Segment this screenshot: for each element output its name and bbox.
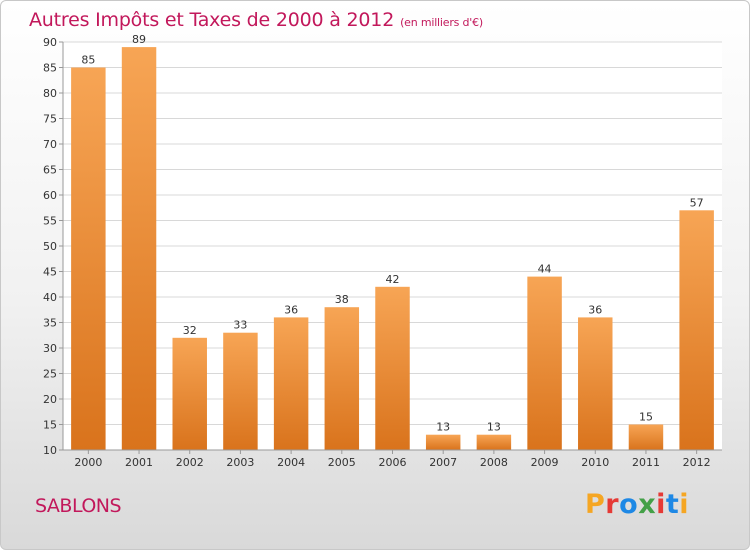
bar-2000 <box>71 68 105 451</box>
bar-2009 <box>527 277 561 450</box>
logo-letter: P <box>585 489 605 520</box>
y-tick-label: 10 <box>43 444 57 457</box>
x-tick-label-2012: 2012 <box>683 456 711 469</box>
y-tick-label: 90 <box>43 36 57 49</box>
bar-value-label-2007: 13 <box>436 421 450 434</box>
logo-letter: t <box>666 489 679 520</box>
bar-2011 <box>629 425 663 451</box>
bar-value-label-2000: 85 <box>81 54 95 67</box>
x-tick-label-2011: 2011 <box>632 456 660 469</box>
bar-2012 <box>679 210 713 450</box>
commune-name: SABLONS <box>35 495 121 517</box>
bar-value-label-2010: 36 <box>588 303 602 316</box>
bar-2004 <box>274 317 308 450</box>
bar-value-label-2008: 13 <box>487 421 501 434</box>
bar-value-label-2012: 57 <box>690 196 704 209</box>
y-tick-label: 65 <box>43 164 57 177</box>
y-tick-label: 15 <box>43 419 57 432</box>
logo-letter: r <box>605 489 619 520</box>
y-tick-label: 80 <box>43 87 57 100</box>
x-tick-label-2009: 2009 <box>531 456 559 469</box>
y-tick-label: 20 <box>43 393 57 406</box>
bar-value-label-2005: 38 <box>335 293 349 306</box>
y-tick-label: 70 <box>43 138 57 151</box>
x-tick-label-2010: 2010 <box>581 456 609 469</box>
x-tick-label-2008: 2008 <box>480 456 508 469</box>
y-tick-label: 55 <box>43 215 57 228</box>
y-tick-label: 60 <box>43 189 57 202</box>
x-tick-label-2007: 2007 <box>429 456 457 469</box>
bar-2008 <box>477 435 511 450</box>
y-tick-label: 85 <box>43 62 57 75</box>
x-tick-label-2004: 2004 <box>277 456 305 469</box>
bar-value-label-2003: 33 <box>233 319 247 332</box>
y-tick-label: 30 <box>43 342 57 355</box>
x-axis-ticks: 2000 2001 2002 2003 2004 2005 2006 2007 2008 2009… <box>74 450 710 469</box>
y-tick-label: 45 <box>43 266 57 279</box>
x-tick-label-2000: 2000 <box>74 456 102 469</box>
y-tick-label: 75 <box>43 113 57 126</box>
logo-letter: i <box>656 489 666 520</box>
y-tick-label: 35 <box>43 317 57 330</box>
x-tick-label-2002: 2002 <box>176 456 204 469</box>
bar-value-label-2001: 89 <box>132 33 146 46</box>
bar-value-label-2002: 32 <box>183 324 197 337</box>
bar-2010 <box>578 317 612 450</box>
logo-letter: o <box>619 489 638 520</box>
logo-letter: x <box>638 489 656 520</box>
logo-letter: i <box>679 489 689 520</box>
y-tick-label: 25 <box>43 368 57 381</box>
bar-2003 <box>223 333 257 450</box>
bar-2005 <box>325 307 359 450</box>
bar-value-label-2011: 15 <box>639 411 653 424</box>
y-tick-label: 40 <box>43 291 57 304</box>
y-axis-ticks: 10 15 20 25 30 35 40 45 50 55 60 65 70 75 80 85 90 <box>43 36 63 457</box>
x-tick-label-2003: 2003 <box>226 456 254 469</box>
x-tick-label-2006: 2006 <box>379 456 407 469</box>
bar-value-label-2004: 36 <box>284 303 298 316</box>
bar-2007 <box>426 435 460 450</box>
bar-value-label-2006: 42 <box>386 273 400 286</box>
y-tick-label: 50 <box>43 240 57 253</box>
bar-2001 <box>122 47 156 450</box>
bar-2002 <box>172 338 206 450</box>
bar-2006 <box>375 287 409 450</box>
proxiti-logo[interactable]: Proxiti <box>585 489 689 520</box>
bar-value-label-2009: 44 <box>538 263 552 276</box>
x-tick-label-2005: 2005 <box>328 456 356 469</box>
x-tick-label-2001: 2001 <box>125 456 153 469</box>
